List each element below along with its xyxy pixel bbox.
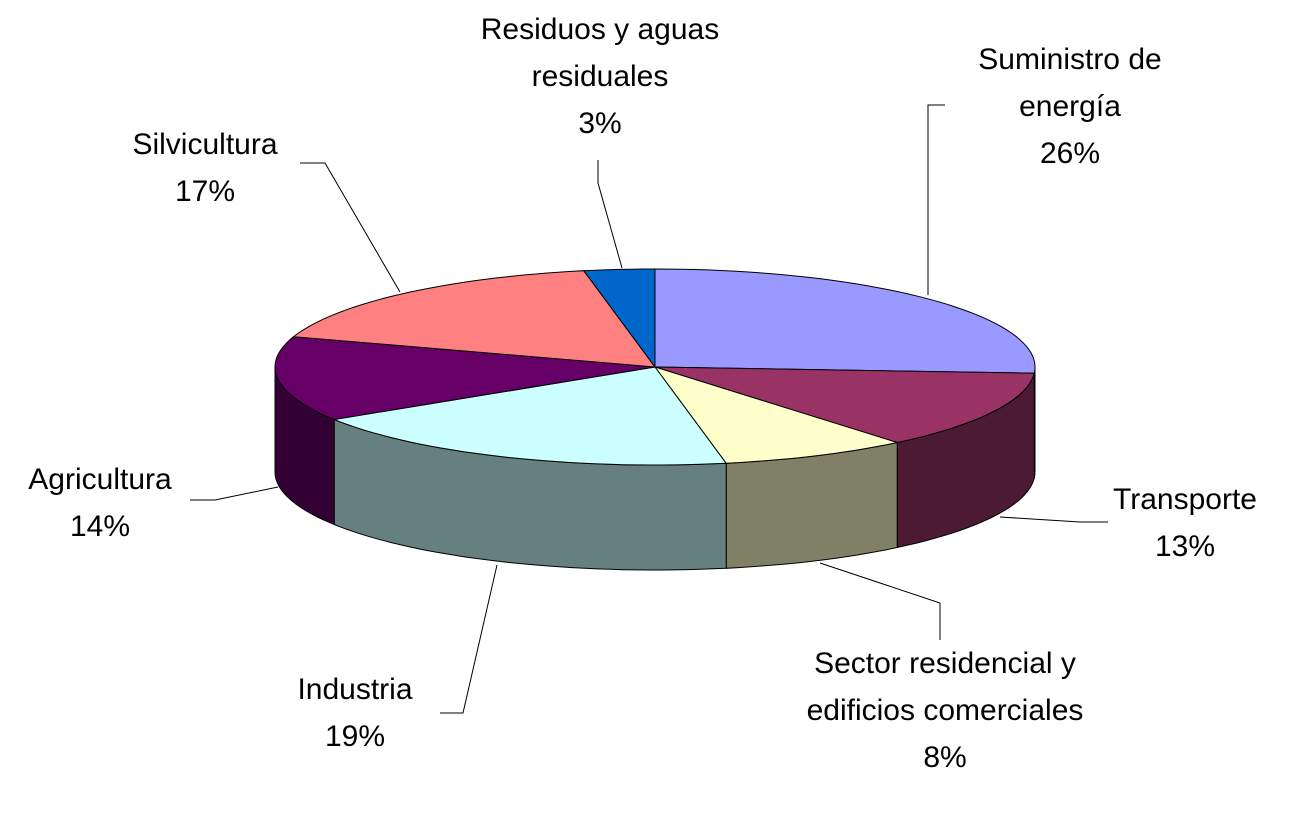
category-label: Transporte [1113, 483, 1257, 516]
value-label: 14% [69, 510, 131, 543]
category-label: Suministro de energía [978, 43, 1162, 123]
leader-lines [190, 104, 1108, 714]
slice [582, 268, 656, 369]
slice [274, 336, 656, 421]
category-label: Industria [297, 673, 413, 706]
value-label: 3% [578, 107, 622, 140]
slice-label: Sector residencial y edificios comercial… [793, 640, 1098, 781]
leader-line [440, 564, 498, 714]
slice [654, 366, 1035, 444]
slice [292, 270, 657, 368]
value-label: 19% [324, 720, 386, 753]
value-label: 13% [1154, 530, 1216, 563]
leader-line [927, 104, 945, 295]
value-label: 17% [174, 175, 236, 208]
value-label: 8% [923, 741, 967, 774]
slice-label: Transporte 13% [1085, 476, 1285, 570]
slice [654, 268, 1036, 374]
slice-label: Silvicultura 17% [95, 121, 315, 215]
slice-label: Suministro de energía 26% [945, 36, 1195, 177]
slice-label: Agricultura 14% [0, 456, 200, 550]
category-label: Agricultura [28, 463, 172, 496]
category-label: Silvicultura [132, 128, 278, 161]
category-label: Residuos y aguas residuales [480, 13, 720, 93]
pie-tops [274, 268, 1036, 466]
leader-line [597, 160, 623, 269]
slice [332, 366, 728, 466]
leader-line [190, 486, 279, 501]
slice [653, 366, 900, 464]
leader-line [300, 162, 401, 293]
pie-sides [274, 366, 1036, 571]
leader-line [819, 562, 941, 640]
value-label: 26% [1039, 137, 1101, 170]
slice-label: Industria 19% [255, 666, 455, 760]
category-label: Sector residencial y edificios comercial… [806, 647, 1084, 727]
leader-line [999, 516, 1108, 523]
slice-label: Residuos y aguas residuales 3% [440, 6, 760, 147]
